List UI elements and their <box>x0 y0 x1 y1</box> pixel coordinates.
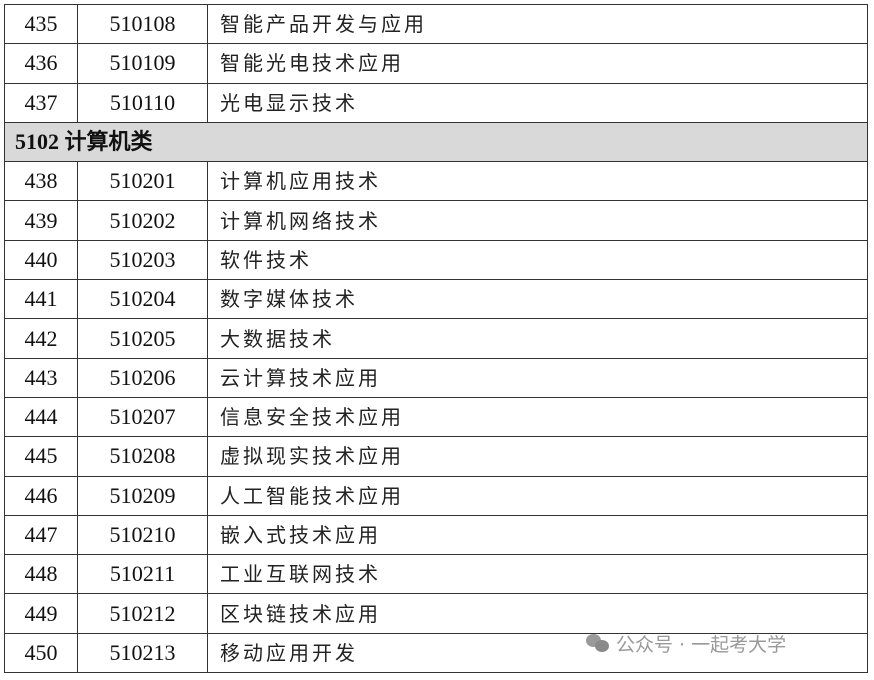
table-row: 445 510208 虚拟现实技术应用 <box>4 436 868 477</box>
table-row: 442 510205 大数据技术 <box>4 318 868 359</box>
row-number: 442 <box>4 318 78 359</box>
row-number: 447 <box>4 514 78 556</box>
table-row: 437 510110 光电显示技术 <box>4 82 868 123</box>
table-row: 435 510108 智能产品开发与应用 <box>4 3 868 45</box>
section-header: 5102 计算机类 <box>4 121 868 163</box>
row-number: 450 <box>4 632 78 674</box>
major-code: 510202 <box>77 200 208 241</box>
watermark-text: 公众号 · 一起考大学 <box>616 634 787 656</box>
major-name: 信息安全技术应用 <box>207 396 868 438</box>
major-name: 智能产品开发与应用 <box>207 3 868 45</box>
table-row: 440 510203 软件技术 <box>4 239 868 281</box>
table-row: 436 510109 智能光电技术应用 <box>4 43 868 84</box>
row-number: 444 <box>4 396 78 438</box>
table-row: 448 510211 工业互联网技术 <box>4 554 868 595</box>
major-name: 计算机网络技术 <box>207 200 868 241</box>
row-number: 440 <box>4 239 78 281</box>
major-code: 510212 <box>77 593 208 634</box>
major-name: 计算机应用技术 <box>207 161 868 202</box>
major-code: 510206 <box>77 357 208 398</box>
major-name: 智能光电技术应用 <box>207 43 868 84</box>
table-row: 444 510207 信息安全技术应用 <box>4 396 868 438</box>
major-name: 嵌入式技术应用 <box>207 514 868 556</box>
major-code: 510110 <box>77 82 208 123</box>
table-row: 439 510202 计算机网络技术 <box>4 200 868 241</box>
major-name: 云计算技术应用 <box>207 357 868 398</box>
table-row: 446 510209 人工智能技术应用 <box>4 475 868 516</box>
major-name: 区块链技术应用 <box>207 593 868 634</box>
major-code: 510201 <box>77 161 208 202</box>
major-name: 移动应用开发 <box>207 632 868 674</box>
table-row: 447 510210 嵌入式技术应用 <box>4 514 868 556</box>
table-row: 443 510206 云计算技术应用 <box>4 357 868 398</box>
row-number: 446 <box>4 475 78 516</box>
major-code: 510204 <box>77 279 208 320</box>
row-number: 439 <box>4 200 78 241</box>
row-number: 438 <box>4 161 78 202</box>
section-header-row: 5102 计算机类 <box>4 121 868 163</box>
major-code: 510210 <box>77 514 208 556</box>
major-name: 虚拟现实技术应用 <box>207 436 868 477</box>
row-number: 449 <box>4 593 78 634</box>
row-number: 435 <box>4 3 78 45</box>
major-name: 数字媒体技术 <box>207 279 868 320</box>
major-name: 大数据技术 <box>207 318 868 359</box>
major-code: 510213 <box>77 632 208 674</box>
row-number: 445 <box>4 436 78 477</box>
major-code: 510203 <box>77 239 208 281</box>
major-table: 435 510108 智能产品开发与应用 436 510109 智能光电技术应用 437 51… <box>4 3 868 674</box>
major-code: 510108 <box>77 3 208 45</box>
table-row: 438 510201 计算机应用技术 <box>4 161 868 202</box>
major-name: 人工智能技术应用 <box>207 475 868 516</box>
row-number: 448 <box>4 554 78 595</box>
major-code: 510109 <box>77 43 208 84</box>
row-number: 437 <box>4 82 78 123</box>
major-code: 510208 <box>77 436 208 477</box>
table-row: 441 510204 数字媒体技术 <box>4 279 868 320</box>
row-number: 441 <box>4 279 78 320</box>
table-row: 450 510213 移动应用开发 <box>4 632 868 674</box>
major-name: 光电显示技术 <box>207 82 868 123</box>
major-code: 510209 <box>77 475 208 516</box>
row-number: 436 <box>4 43 78 84</box>
major-name: 工业互联网技术 <box>207 554 868 595</box>
major-code: 510205 <box>77 318 208 359</box>
table-row: 449 510212 区块链技术应用 <box>4 593 868 634</box>
wechat-icon <box>586 633 610 654</box>
major-code: 510207 <box>77 396 208 438</box>
watermark: 公众号 · 一起考大学 <box>586 630 786 657</box>
row-number: 443 <box>4 357 78 398</box>
major-code: 510211 <box>77 554 208 595</box>
major-name: 软件技术 <box>207 239 868 281</box>
